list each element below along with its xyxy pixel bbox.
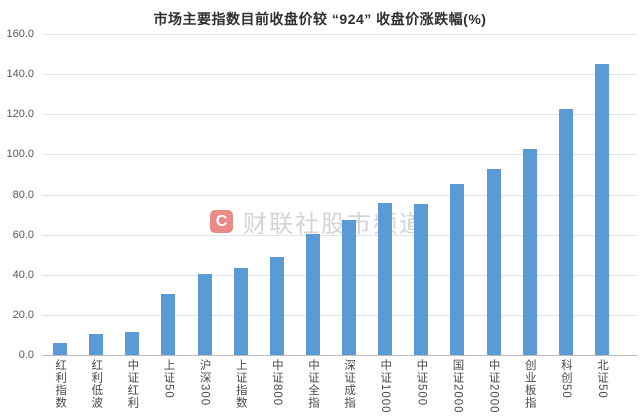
x-tick-label: 科创50: [559, 359, 572, 399]
x-tick-slot: 中证2000: [476, 359, 512, 417]
x-tick-slot: 上证50: [150, 359, 186, 417]
bar-中证2000: [486, 169, 501, 355]
bar-slot: [367, 34, 403, 355]
bar-上证50: [161, 293, 176, 355]
x-tick-slot: 中证800: [259, 359, 295, 417]
x-tick-label: 红利低波: [90, 359, 103, 409]
y-tick-label: 80.0: [12, 188, 34, 201]
bar-北证50: [594, 64, 609, 355]
bar-沪深300: [197, 273, 212, 355]
gridline: [42, 194, 637, 196]
y-tick-label: 20.0: [12, 308, 34, 321]
bar-中证800: [269, 256, 284, 355]
watermark: C 财联社股市频道: [210, 204, 425, 239]
gridline: [42, 34, 637, 35]
watermark-text: 财联社股市频道: [243, 211, 425, 238]
chart-title: 市场主要指数目前收盘价较 “924” 收盘价涨跌幅(%): [153, 11, 487, 27]
bar-中证500: [414, 203, 429, 355]
x-tick-slot: 中证红利: [114, 359, 150, 417]
y-tick-label: 120.0: [6, 108, 34, 121]
gridline: [42, 74, 637, 76]
bar-slot: [223, 34, 259, 355]
x-tick-slot: 中证500: [403, 359, 439, 417]
logo-letter: C: [215, 212, 228, 230]
x-tick-label: 红利指数: [54, 359, 67, 409]
x-tick-slot: 上证指数: [223, 359, 259, 417]
y-tick-label: 140.0: [6, 68, 34, 81]
y-tick-label: 160.0: [6, 28, 34, 40]
bar-slot: [42, 34, 78, 355]
cailianshe-logo-icon: C: [210, 210, 233, 233]
bar-上证指数: [233, 267, 248, 355]
bar-slot: [439, 34, 475, 355]
gridline: [42, 114, 637, 116]
bar-国证2000: [450, 184, 465, 355]
x-tick-slot: 深证成指: [331, 359, 367, 417]
bar-科创50: [558, 109, 573, 355]
gridline: [42, 234, 637, 236]
x-tick-slot: 创业板指: [512, 359, 548, 417]
bar-中证红利: [125, 331, 140, 355]
x-tick-slot: 红利指数: [42, 359, 78, 417]
x-tick-label: 中证500: [415, 359, 428, 407]
x-tick-slot: 中证1000: [367, 359, 403, 417]
gridline: [42, 154, 637, 156]
x-tick-label: 国证2000: [451, 359, 464, 414]
bar-slot: [150, 34, 186, 355]
bar-中证全指: [305, 233, 320, 355]
x-tick-label: 中证1000: [379, 359, 392, 414]
bar-slot: [331, 34, 367, 355]
gridline: [42, 274, 637, 276]
x-tick-label: 创业板指: [523, 359, 536, 409]
x-tick-slot: 北证50: [584, 359, 620, 417]
plot-area: C 财联社股市频道: [42, 34, 637, 356]
x-axis-line: [42, 355, 637, 356]
y-tick-label: 40.0: [12, 268, 34, 281]
bar-深证成指: [342, 219, 357, 355]
bar-slot: [476, 34, 512, 355]
x-tick-label: 中证800: [270, 359, 283, 407]
bar-红利指数: [53, 342, 68, 355]
bar-slot: [114, 34, 150, 355]
x-axis: 红利指数 红利低波 中证红利 上证50 沪深300 上证指数 中证800 中证全指 深证成指 中证…: [42, 359, 620, 417]
bar-slot: [584, 34, 620, 355]
bar-slot: [512, 34, 548, 355]
x-tick-label: 中证2000: [487, 359, 500, 414]
y-tick-label: 0.0: [18, 349, 34, 361]
x-tick-label: 北证50: [595, 359, 608, 399]
x-tick-label: 上证指数: [234, 359, 247, 409]
bar-创业板指: [522, 149, 537, 355]
bar-slot: [403, 34, 439, 355]
bars-row: [42, 34, 620, 355]
x-tick-slot: 科创50: [548, 359, 584, 417]
bar-红利低波: [89, 333, 104, 355]
x-tick-label: 沪深300: [198, 359, 211, 407]
y-tick-label: 60.0: [12, 228, 34, 241]
x-tick-label: 上证50: [162, 359, 175, 399]
bar-slot: [259, 34, 295, 355]
x-tick-slot: 中证全指: [295, 359, 331, 417]
bar-slot: [295, 34, 331, 355]
x-tick-slot: 国证2000: [439, 359, 475, 417]
x-tick-label: 深证成指: [343, 359, 356, 409]
y-axis: 0.0 20.0 40.0 60.0 80.0 100.0 120.0 140.0 160.0: [0, 28, 36, 361]
x-tick-label: 中证红利: [126, 359, 139, 409]
bar-slot: [78, 34, 114, 355]
x-tick-slot: 沪深300: [187, 359, 223, 417]
bar-slot: [548, 34, 584, 355]
x-tick-slot: 红利低波: [78, 359, 114, 417]
x-tick-label: 中证全指: [306, 359, 319, 409]
bar-中证1000: [378, 202, 393, 355]
gridline: [42, 314, 637, 316]
y-tick-label: 100.0: [6, 148, 34, 161]
bar-slot: [187, 34, 223, 355]
